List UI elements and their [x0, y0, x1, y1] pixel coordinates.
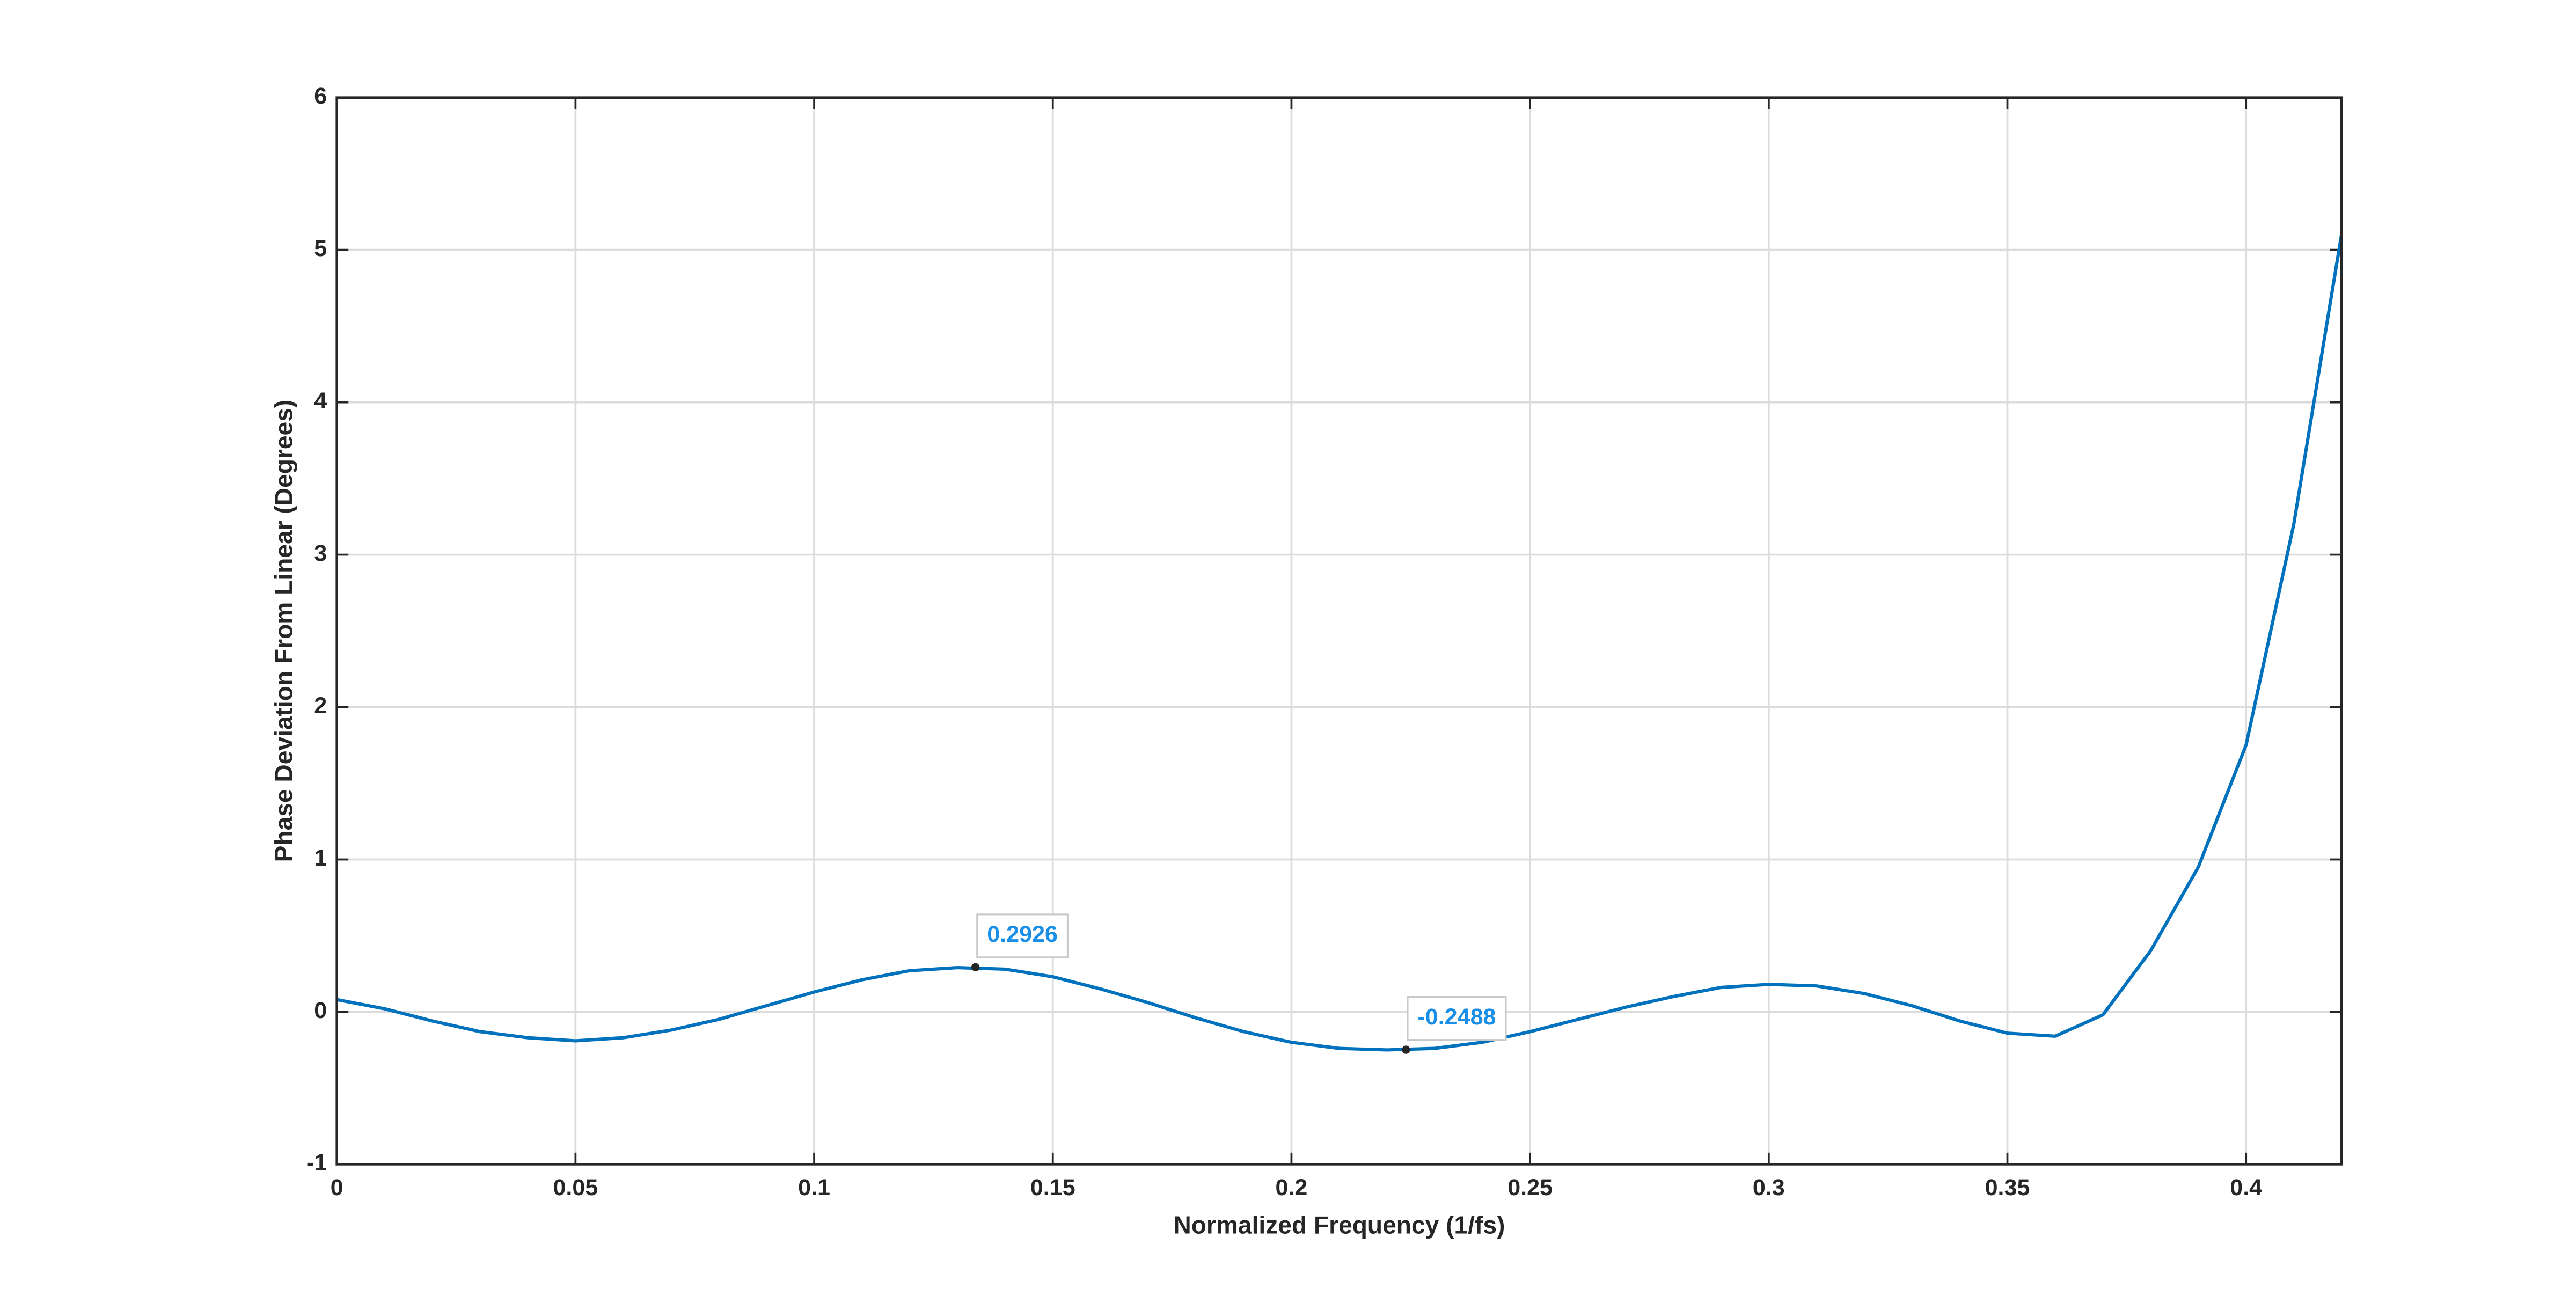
y-tick-label: 0: [314, 998, 327, 1023]
y-tick-label: 6: [314, 83, 327, 109]
y-tick-label: 4: [314, 388, 327, 414]
x-tick-label: 0.05: [553, 1175, 598, 1200]
x-axis-title: Normalized Frequency (1/fs): [1173, 1211, 1505, 1239]
data-tip-label: -0.2488: [1417, 1004, 1496, 1030]
data-tip-box: [1407, 996, 1507, 1041]
data-tip: -0.2488: [1407, 996, 1507, 1041]
x-tick-label: 0.4: [2230, 1175, 2262, 1200]
x-tick-label: 0.25: [1507, 1175, 1553, 1200]
y-tick-label: -1: [306, 1150, 327, 1176]
x-tick-label: 0.15: [1030, 1175, 1075, 1200]
data-tip-box: [976, 913, 1069, 958]
x-tick-label: 0.1: [798, 1175, 830, 1200]
y-tick-label: 5: [314, 236, 327, 261]
data-line: [336, 234, 2344, 1052]
data-tip: 0.2926: [976, 913, 1069, 958]
x-tick-label: 0.35: [1985, 1175, 2030, 1200]
y-axis-title: Phase Deviation From Linear (Degrees): [269, 400, 297, 862]
x-tick-label: 0.3: [1753, 1175, 1785, 1200]
y-tick-label: 3: [314, 540, 327, 566]
x-tick-label: 0: [331, 1175, 343, 1200]
data-tip-label: 0.2926: [987, 921, 1058, 947]
data-tip-marker: [971, 963, 980, 972]
data-tip-marker: [1402, 1045, 1410, 1054]
x-tick-label: 0.2: [1276, 1175, 1308, 1200]
plot-frame: [335, 96, 2343, 1166]
y-tick-label: 2: [314, 693, 327, 719]
y-tick-label: 1: [314, 845, 327, 871]
